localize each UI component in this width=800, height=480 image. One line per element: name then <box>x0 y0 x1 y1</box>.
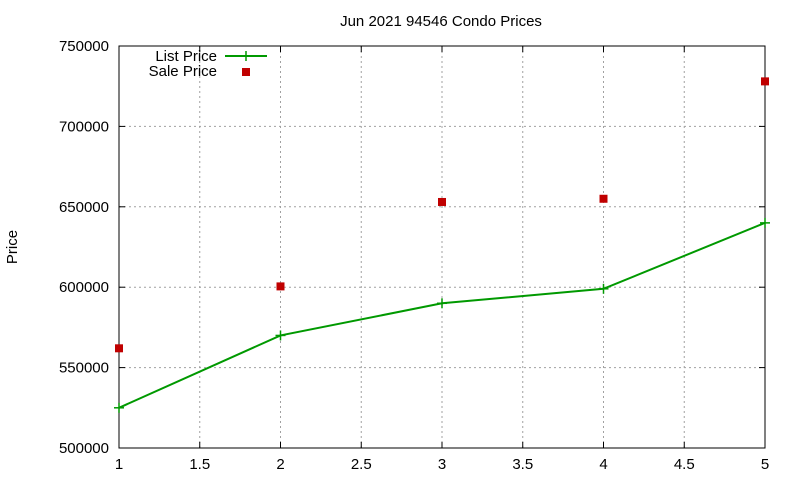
x-tick-label: 4.5 <box>674 456 695 473</box>
y-axis-label: Price <box>4 230 21 264</box>
x-tick-label: 1.5 <box>189 456 210 473</box>
series-list-price <box>114 217 770 413</box>
axis-ticks <box>119 46 765 448</box>
legend-plus-marker <box>241 51 251 61</box>
y-tick-labels: 500000 550000 600000 650000 700000 750000 <box>59 38 109 457</box>
y-tick-label: 550000 <box>59 360 109 377</box>
x-tick-label: 4 <box>599 456 607 473</box>
y-tick-label: 500000 <box>59 440 109 457</box>
series <box>114 77 770 413</box>
legend-marker-sale-price <box>242 68 250 76</box>
point-sale-price <box>115 344 123 353</box>
x-tick-label: 3 <box>438 456 446 473</box>
point-list-price <box>598 283 609 294</box>
chart-title: Jun 2021 94546 Condo Prices <box>340 13 542 30</box>
point-sale-price <box>276 282 285 291</box>
line-list-price <box>118 221 766 409</box>
y-tick-label: 750000 <box>59 38 109 55</box>
y-tick-label: 650000 <box>59 199 109 216</box>
x-tick-label: 2.5 <box>351 456 372 473</box>
legend: List Price Sale Price <box>149 48 267 80</box>
x-tick-label: 3.5 <box>512 456 533 473</box>
legend-marker-list-price <box>241 51 251 61</box>
point-list-price <box>437 298 447 309</box>
point-sale-price <box>438 197 446 206</box>
x-tick-labels: 1 1.5 2 2.5 3 3.5 4 4.5 5 <box>115 456 769 473</box>
series-sale-price <box>115 77 769 353</box>
x-tick-label: 1 <box>115 456 123 473</box>
legend-square-marker <box>242 68 250 76</box>
point-list-price <box>760 217 770 228</box>
grid-lines <box>119 46 765 448</box>
legend-label-list-price: List Price <box>155 48 217 65</box>
point-list-price <box>275 330 286 341</box>
x-tick-label: 2 <box>276 456 284 473</box>
legend-label-sale-price: Sale Price <box>149 63 217 80</box>
point-sale-price <box>761 77 769 86</box>
point-list-price <box>114 402 124 413</box>
point-sale-price <box>599 194 608 203</box>
y-tick-label: 600000 <box>59 279 109 296</box>
x-tick-label: 5 <box>761 456 769 473</box>
y-tick-label: 700000 <box>59 118 109 135</box>
